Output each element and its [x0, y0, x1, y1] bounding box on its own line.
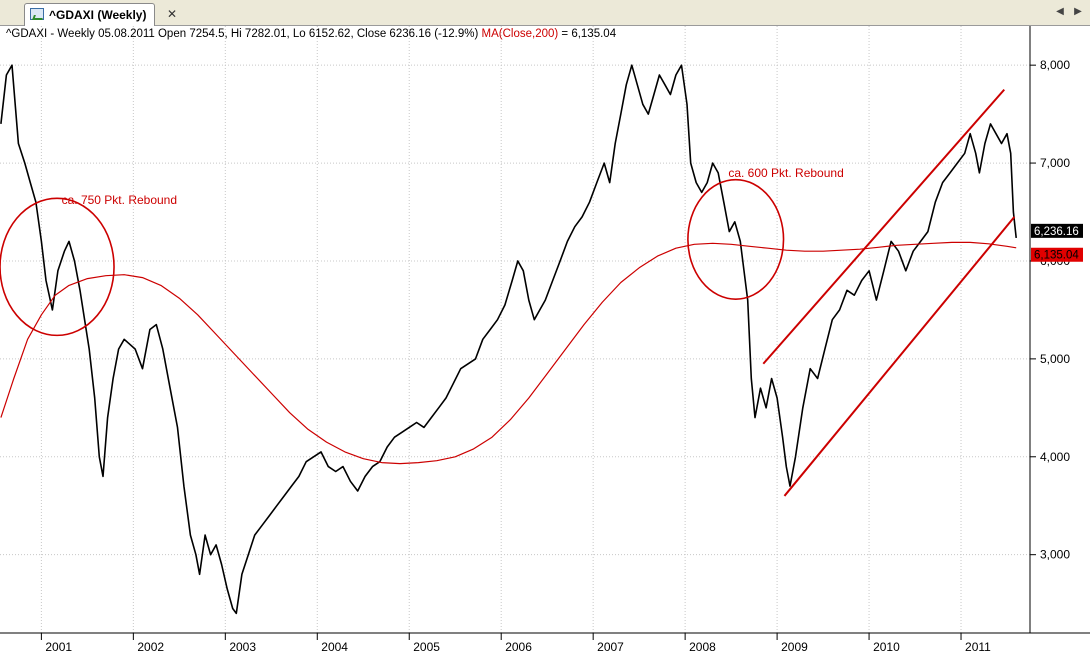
y-tick-label: 8,000: [1040, 58, 1070, 72]
x-tick-label: 2004: [321, 640, 348, 654]
rebound-circle: [0, 197, 115, 337]
price-value-badge: [1031, 223, 1083, 238]
rebound-annotation: ca. 600 Pkt. Rebound: [728, 166, 843, 180]
x-tick-label: 2007: [597, 640, 624, 654]
ma-label: MA(Close,200): [481, 28, 559, 40]
quote-info: ^GDAXI - Weekly 05.08.2011 Open 7254.5, …: [6, 28, 616, 40]
x-tick-label: 2005: [413, 640, 440, 654]
x-tick-label: 2003: [229, 640, 256, 654]
price-value-text: 6,135.04: [1034, 250, 1079, 262]
x-tick-label: 2006: [505, 640, 532, 654]
price-chart[interactable]: ca. 750 Pkt. Rebound ca. 600 Pkt. Rebound…: [0, 26, 1090, 659]
x-tick-label: 2010: [873, 640, 900, 654]
rebound-circle: [687, 178, 785, 300]
tab-title: ^GDAXI (Weekly): [49, 8, 147, 22]
arrow-left-icon[interactable]: ◀: [1056, 6, 1064, 17]
tab-gdaxi-weekly[interactable]: ^GDAXI (Weekly): [24, 3, 156, 26]
price-series-line: [0, 64, 1017, 615]
trend-channel-line: [762, 88, 1006, 365]
price-value-badge: [1031, 247, 1083, 262]
tab-bar: ^GDAXI (Weekly) ✕ ◀ ▶: [0, 0, 1090, 26]
close-icon[interactable]: ✕: [166, 7, 178, 21]
x-tick-label: 2009: [781, 640, 808, 654]
ma-series-line: [0, 241, 1017, 465]
y-tick-label: 5,000: [1040, 352, 1070, 366]
ma-value: = 6,135.04: [558, 28, 617, 40]
x-tick-label: 2001: [45, 640, 72, 654]
x-tick-label: 2002: [137, 640, 164, 654]
x-tick-label: 2008: [689, 640, 716, 654]
price-value-text: 6,236.16: [1034, 226, 1079, 238]
arrow-right-icon[interactable]: ▶: [1074, 6, 1082, 17]
y-tick-label: 3,000: [1040, 548, 1070, 562]
x-tick-label: 2011: [965, 640, 991, 654]
rebound-annotation: ca. 750 Pkt. Rebound: [62, 193, 177, 207]
y-tick-label: 4,000: [1040, 450, 1070, 464]
y-tick-label: 7,000: [1040, 156, 1070, 170]
plot-area: [0, 26, 1030, 633]
trend-channel-line: [783, 216, 1016, 497]
chart-icon: [30, 8, 44, 20]
ohlc-text: ^GDAXI - Weekly 05.08.2011 Open 7254.5, …: [6, 28, 479, 40]
